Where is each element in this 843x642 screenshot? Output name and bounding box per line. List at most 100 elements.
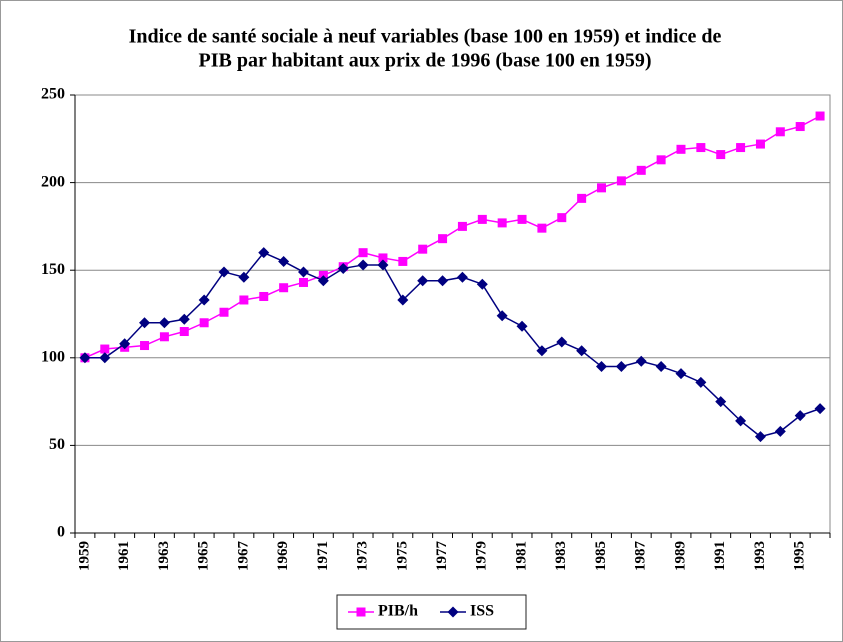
data-point — [239, 295, 249, 305]
data-point — [516, 320, 528, 332]
data-point — [715, 396, 727, 408]
data-point — [238, 271, 250, 283]
data-point — [279, 283, 289, 293]
x-tick-label: 1959 — [76, 541, 92, 571]
x-tick-label: 1995 — [792, 541, 808, 571]
data-point — [437, 275, 449, 287]
x-tick-label: 1969 — [275, 541, 291, 571]
data-point — [456, 271, 468, 283]
data-point — [536, 345, 548, 357]
data-point — [636, 165, 646, 175]
data-point — [695, 376, 707, 388]
data-point — [317, 275, 329, 287]
chart-title: Indice de santé sociale à neuf variables… — [129, 26, 722, 48]
data-point — [258, 247, 270, 259]
data-point — [158, 317, 170, 329]
x-tick-label: 1967 — [235, 541, 251, 572]
data-point — [616, 176, 626, 186]
data-point — [537, 223, 547, 233]
data-point — [517, 214, 527, 224]
y-tick-label: 150 — [41, 261, 65, 278]
data-point — [397, 294, 409, 306]
x-tick-label: 1991 — [712, 541, 728, 571]
data-point — [754, 431, 766, 443]
data-point — [755, 139, 765, 149]
data-point — [159, 332, 169, 342]
x-tick-label: 1983 — [553, 541, 569, 571]
x-tick-label: 1993 — [752, 541, 768, 571]
x-tick-label: 1981 — [513, 541, 529, 571]
data-point — [178, 313, 190, 325]
data-point — [438, 234, 448, 244]
data-point — [297, 266, 309, 278]
data-point — [378, 253, 388, 263]
data-point — [139, 317, 151, 329]
data-point — [635, 355, 647, 367]
data-point — [198, 294, 210, 306]
data-point — [377, 259, 389, 271]
data-point — [775, 127, 785, 137]
data-point — [676, 144, 686, 154]
data-point — [298, 277, 308, 287]
data-point — [597, 183, 607, 193]
x-tick-label: 1985 — [593, 541, 609, 571]
data-point — [477, 214, 487, 224]
legend-label: ISS — [470, 603, 494, 620]
data-point — [140, 341, 150, 351]
x-tick-label: 1971 — [315, 541, 331, 571]
data-point — [794, 410, 806, 422]
data-point — [655, 361, 667, 373]
data-point — [218, 266, 230, 278]
plot-area — [74, 94, 831, 534]
data-point — [79, 352, 91, 364]
data-point — [100, 344, 110, 354]
data-point — [357, 259, 369, 271]
data-point — [576, 345, 588, 357]
data-point — [557, 213, 567, 223]
data-point — [476, 278, 488, 290]
x-tick-label: 1977 — [434, 541, 450, 572]
data-point — [814, 403, 826, 415]
y-tick-label: 250 — [41, 86, 65, 103]
data-point — [358, 248, 368, 258]
x-tick-label: 1979 — [474, 541, 490, 571]
x-tick-label: 1963 — [156, 541, 172, 571]
x-tick-label: 1975 — [394, 541, 410, 571]
data-point — [656, 155, 666, 165]
x-tick-label: 1987 — [633, 541, 649, 572]
data-point — [596, 361, 608, 373]
data-point — [119, 338, 131, 350]
data-point — [496, 310, 508, 322]
y-tick-label: 200 — [41, 173, 65, 190]
y-tick-label: 50 — [49, 436, 65, 453]
data-point — [199, 318, 209, 328]
x-tick-label: 1965 — [196, 541, 212, 571]
data-point — [774, 425, 786, 437]
data-point — [795, 122, 805, 132]
legend-marker — [356, 607, 366, 617]
data-point — [696, 143, 706, 153]
x-tick-label: 1973 — [355, 541, 371, 571]
legend-label: PIB/h — [378, 603, 418, 620]
data-point — [716, 150, 726, 160]
y-tick-label: 0 — [57, 524, 65, 541]
data-point — [457, 221, 467, 231]
data-point — [735, 415, 747, 427]
data-point — [99, 352, 111, 364]
data-point — [278, 255, 290, 267]
data-point — [417, 275, 429, 287]
data-point — [736, 143, 746, 153]
data-point — [418, 244, 428, 254]
x-tick-label: 1989 — [672, 541, 688, 571]
data-point — [219, 307, 229, 317]
chart-title: PIB par habitant aux prix de 1996 (base … — [198, 50, 651, 72]
legend-marker — [447, 606, 459, 618]
y-tick-label: 100 — [41, 348, 65, 365]
data-point — [675, 368, 687, 380]
data-point — [577, 193, 587, 203]
data-point — [556, 336, 568, 348]
x-tick-label: 1961 — [116, 541, 132, 571]
data-point — [337, 262, 349, 274]
data-point — [259, 291, 269, 301]
